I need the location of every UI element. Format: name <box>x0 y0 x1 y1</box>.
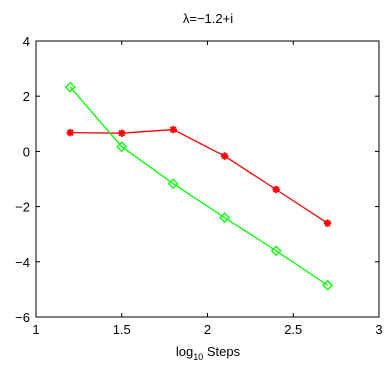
x-axis-label: log10 Steps <box>176 344 241 362</box>
diamond-marker <box>219 212 231 224</box>
x-axis-label-rest: Steps <box>203 344 240 359</box>
series-1-line <box>70 128 328 224</box>
diamond-marker <box>270 245 282 257</box>
plot-frame <box>35 40 380 318</box>
y-axis: −6 −4 −2 0 2 4 <box>15 34 379 325</box>
series-layer <box>64 81 333 291</box>
asterisk-marker <box>323 219 332 227</box>
asterisk-marker <box>220 152 229 160</box>
x-axis-label-subscript: 10 <box>193 352 203 362</box>
diamond-marker <box>167 178 179 190</box>
x-tick-label: 3 <box>375 322 382 337</box>
diamond-marker <box>116 141 128 153</box>
y-tick-label: −4 <box>15 255 30 270</box>
asterisk-marker <box>272 185 280 194</box>
diamond-marker <box>322 279 333 291</box>
y-tick-label: −6 <box>15 310 30 325</box>
x-tick-label: 2.5 <box>284 322 302 337</box>
y-tick-label: −2 <box>15 200 30 215</box>
asterisk-marker <box>117 129 126 137</box>
chart-title: λ=−1.2+i <box>183 11 233 26</box>
y-tick-label: 2 <box>23 89 30 104</box>
asterisk-marker <box>169 125 177 134</box>
diamond-marker <box>64 81 76 93</box>
y-tick-label: 4 <box>23 34 30 49</box>
x-tick-label: 1.5 <box>113 322 131 337</box>
series-2-line <box>69 86 328 286</box>
y-tick-label: 0 <box>23 144 30 159</box>
x-tick-label: 2 <box>204 322 211 337</box>
asterisk-marker <box>66 128 75 137</box>
x-axis-label-base: log <box>176 344 193 359</box>
x-axis: 1 1.5 2 2.5 3 <box>32 41 383 337</box>
x-tick-label: 1 <box>32 322 39 337</box>
